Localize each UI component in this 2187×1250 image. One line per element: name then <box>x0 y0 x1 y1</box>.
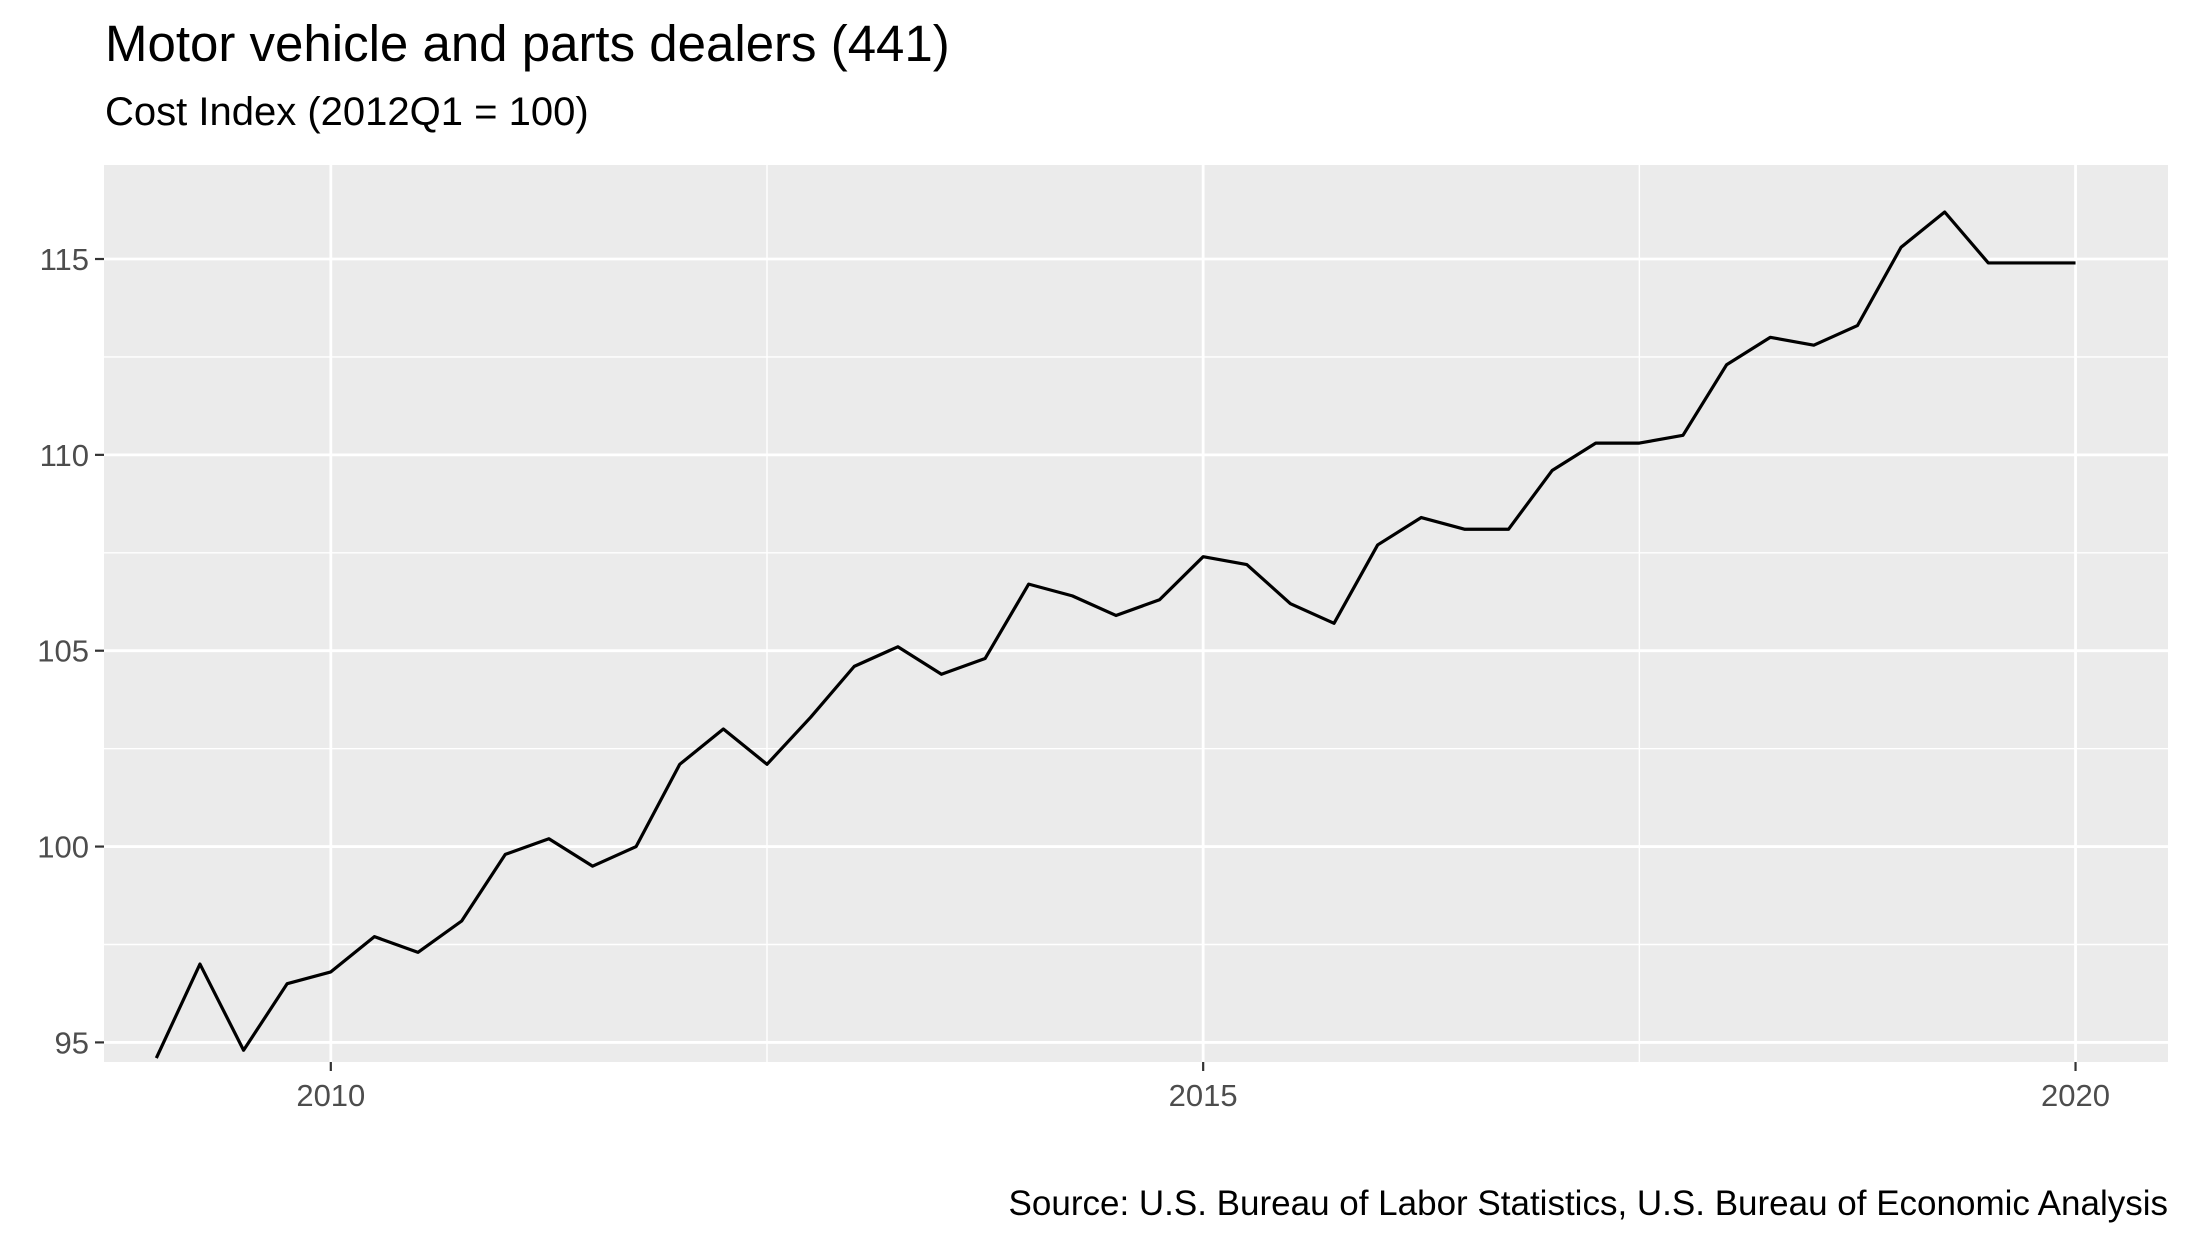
minor-gridlines <box>104 165 2168 1062</box>
y-tick-label: 95 <box>55 1025 89 1060</box>
x-tick-label: 2015 <box>1169 1078 1238 1113</box>
y-axis: 95 100 105 110 115 <box>37 242 104 1060</box>
y-tick-label: 105 <box>37 634 89 669</box>
series-line <box>154 210 2076 1059</box>
plot-panel <box>104 165 2168 1062</box>
y-tick-label: 115 <box>40 242 89 277</box>
x-tick-label: 2020 <box>2041 1078 2110 1113</box>
y-tick-label: 110 <box>40 438 89 473</box>
chart-subtitle: Cost Index (2012Q1 = 100) <box>105 90 589 134</box>
x-tick-label: 2010 <box>296 1078 365 1113</box>
chart-caption: Source: U.S. Bureau of Labor Statistics,… <box>1008 1184 2168 1223</box>
major-gridlines <box>104 165 2168 1062</box>
x-axis: 2010 2015 2020 <box>296 1062 2110 1113</box>
chart-title: Motor vehicle and parts dealers (441) <box>105 15 950 72</box>
y-tick-label: 100 <box>37 830 89 865</box>
